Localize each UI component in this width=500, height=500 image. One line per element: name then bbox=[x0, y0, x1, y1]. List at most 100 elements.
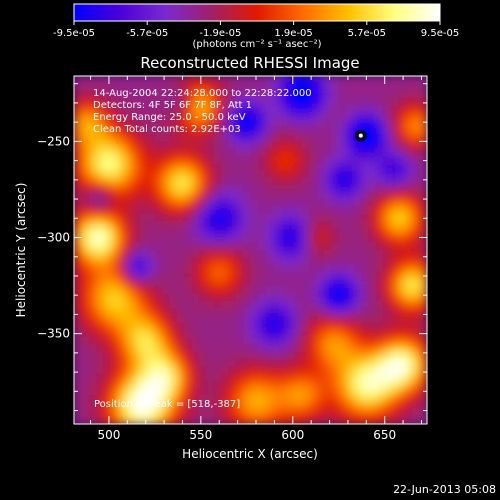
heatmap-cell bbox=[412, 119, 421, 128]
heatmap-cell bbox=[221, 242, 230, 251]
heatmap-cell bbox=[191, 177, 200, 186]
heatmap-cell bbox=[199, 242, 207, 251]
heatmap-cell bbox=[191, 112, 200, 121]
heatmap-cell bbox=[74, 170, 82, 179]
heatmap-cell bbox=[331, 119, 340, 128]
heatmap-cell bbox=[147, 329, 156, 338]
heatmap-cell bbox=[272, 119, 281, 128]
heatmap-cell bbox=[140, 76, 149, 84]
heatmap-cell bbox=[243, 380, 252, 389]
heatmap-cell bbox=[368, 242, 377, 251]
heatmap-cell bbox=[397, 155, 406, 164]
heatmap-cell bbox=[169, 163, 178, 171]
heatmap-cell bbox=[147, 279, 156, 287]
heatmap-cell bbox=[338, 293, 347, 302]
heatmap-cell bbox=[74, 337, 82, 345]
heatmap-cell bbox=[96, 250, 105, 258]
heatmap-cell bbox=[272, 177, 281, 186]
heatmap-cell bbox=[309, 366, 318, 374]
heatmap-cell bbox=[309, 264, 318, 273]
heatmap-cell bbox=[324, 177, 332, 186]
heatmap-cell bbox=[184, 402, 193, 411]
heatmap-cell bbox=[301, 76, 310, 84]
heatmap-cell bbox=[154, 329, 163, 338]
heatmap-cell bbox=[162, 264, 171, 273]
heatmap-cell bbox=[206, 402, 215, 411]
heatmap-cell bbox=[169, 228, 178, 237]
heatmap-cell bbox=[162, 170, 171, 179]
heatmap-cell bbox=[419, 184, 427, 193]
heatmap-cell bbox=[184, 228, 193, 237]
heatmap-cell bbox=[279, 242, 288, 251]
heatmap-cell bbox=[331, 380, 340, 389]
heatmap-cell bbox=[316, 163, 325, 171]
heatmap-cell bbox=[250, 112, 259, 121]
heatmap-cell bbox=[154, 308, 163, 316]
heatmap-cell bbox=[301, 387, 310, 396]
heatmap-cell bbox=[243, 308, 252, 316]
heatmap-cell bbox=[294, 250, 303, 258]
heatmap-cell bbox=[235, 271, 244, 280]
heatmap-cell bbox=[294, 192, 303, 200]
heatmap-cell bbox=[324, 344, 332, 353]
heatmap-cell bbox=[132, 380, 141, 389]
heatmap-cell bbox=[294, 366, 303, 374]
heatmap-cell bbox=[132, 141, 141, 150]
heatmap-cell bbox=[221, 250, 230, 258]
heatmap-cell bbox=[162, 358, 171, 367]
heatmap-cell bbox=[96, 221, 105, 229]
heatmap-cell bbox=[382, 228, 391, 237]
heatmap-cell bbox=[360, 126, 369, 135]
heatmap-cell bbox=[360, 387, 369, 396]
heatmap-cell bbox=[206, 344, 215, 353]
heatmap-cell bbox=[419, 279, 427, 287]
heatmap-cell bbox=[324, 235, 332, 244]
heatmap-cell bbox=[110, 250, 119, 258]
heatmap-cell bbox=[294, 76, 303, 84]
heatmap-cell bbox=[257, 351, 266, 360]
heatmap-cell bbox=[191, 250, 200, 258]
heatmap-cell bbox=[382, 337, 391, 345]
heatmap-cell bbox=[257, 286, 266, 295]
chart-title: Reconstructed RHESSI Image bbox=[140, 54, 359, 72]
heatmap-cell bbox=[140, 206, 149, 215]
heatmap-cell bbox=[324, 112, 332, 121]
heatmap-cell bbox=[110, 308, 119, 316]
heatmap-cell bbox=[368, 380, 377, 389]
heatmap-cell bbox=[250, 170, 259, 179]
heatmap-cell bbox=[154, 141, 163, 150]
heatmap-cell bbox=[125, 170, 134, 179]
heatmap-cell bbox=[125, 257, 134, 266]
heatmap-cell bbox=[96, 76, 105, 84]
heatmap-cell bbox=[257, 134, 266, 142]
heatmap-cell bbox=[132, 271, 141, 280]
heatmap-cell bbox=[324, 155, 332, 164]
heatmap-cell bbox=[88, 221, 97, 229]
heatmap-cell bbox=[353, 76, 362, 84]
heatmap-cell bbox=[154, 177, 163, 186]
heatmap-cell bbox=[375, 395, 384, 403]
heatmap-cell bbox=[191, 315, 200, 324]
heatmap-cell bbox=[147, 170, 156, 179]
heatmap-cell bbox=[81, 264, 90, 273]
heatmap-cell bbox=[88, 395, 97, 403]
heatmap-cell bbox=[191, 221, 200, 229]
heatmap-cell bbox=[110, 337, 119, 345]
heatmap-cell bbox=[419, 308, 427, 316]
heatmap-cell bbox=[154, 242, 163, 251]
heatmap-cell bbox=[221, 279, 230, 287]
heatmap-cell bbox=[154, 170, 163, 179]
heatmap-cell bbox=[88, 163, 97, 171]
heatmap-cell bbox=[287, 76, 296, 84]
heatmap-cell bbox=[287, 351, 296, 360]
heatmap-cell bbox=[132, 358, 141, 367]
heatmap-cell bbox=[316, 257, 325, 266]
heatmap-cell bbox=[287, 308, 296, 316]
heatmap-cell bbox=[287, 322, 296, 331]
heatmap-cell bbox=[272, 105, 281, 113]
heatmap-cell bbox=[235, 373, 244, 382]
heatmap-cell bbox=[118, 279, 127, 287]
heatmap-cell bbox=[272, 163, 281, 171]
heatmap-cell bbox=[221, 148, 230, 157]
heatmap-cell bbox=[176, 344, 185, 353]
